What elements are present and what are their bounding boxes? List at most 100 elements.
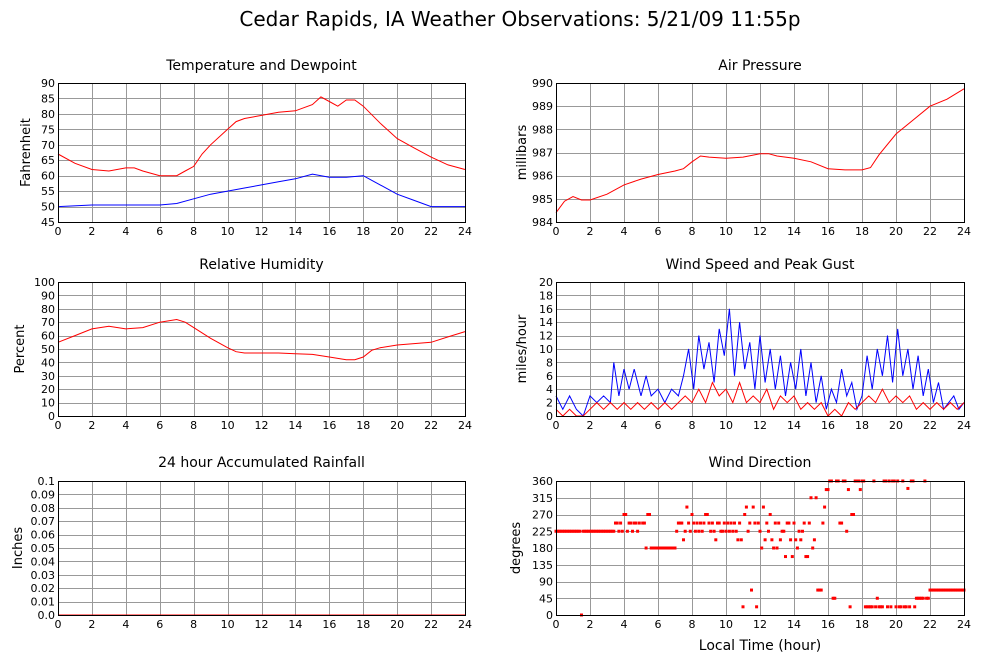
x-tick-label: 8 [689, 618, 696, 631]
data-point [714, 538, 718, 542]
y-tick-label: 14 [539, 316, 553, 329]
data-point [608, 529, 612, 533]
data-point [818, 588, 821, 592]
y-tick-label: 985 [532, 193, 553, 206]
plot-frame [58, 481, 466, 616]
x-tick-label: 4 [122, 419, 129, 432]
data-point [588, 529, 592, 533]
data-point [688, 529, 692, 533]
data-point [734, 529, 738, 533]
data-point [719, 529, 723, 533]
x-tick-label: 12 [753, 419, 767, 432]
data-point [761, 505, 765, 509]
data-point [782, 529, 786, 533]
data-point [795, 546, 799, 550]
y-tick-label: 984 [532, 216, 553, 229]
x-tick-label: 8 [689, 225, 696, 238]
data-point [799, 538, 803, 542]
main-title: Cedar Rapids, IA Weather Observations: 5… [239, 7, 800, 31]
x-tick-label: 2 [587, 225, 594, 238]
y-tick-label: 0.1 [38, 475, 56, 488]
data-point [950, 588, 954, 592]
data-point [649, 546, 653, 550]
data-point [663, 546, 667, 550]
data-point [789, 538, 793, 542]
y-tick-label: 0.05 [31, 542, 56, 555]
data-point [573, 529, 577, 533]
y-tick-label: 0 [48, 410, 55, 423]
data-point [804, 555, 808, 559]
data-point [831, 596, 835, 600]
data-point [869, 605, 872, 609]
x-tick-label: 14 [787, 618, 801, 631]
data-point [821, 521, 825, 525]
data-point [658, 546, 662, 550]
x-tick-label: 16 [821, 225, 835, 238]
x-tick-label: 16 [821, 618, 835, 631]
data-point [727, 529, 731, 533]
x-tick-label: 6 [156, 419, 163, 432]
y-tick-label: 75 [41, 123, 55, 136]
data-point [858, 488, 862, 492]
x-tick-label: 10 [221, 419, 235, 432]
x-tick-label: 10 [719, 618, 733, 631]
y-tick-label: 270 [532, 509, 553, 522]
x-tick-label: 14 [787, 419, 801, 432]
y-tick-label: 0.06 [31, 529, 56, 542]
data-point [726, 521, 730, 525]
data-point [721, 529, 725, 533]
y-tick-label: 180 [532, 542, 553, 555]
data-point [627, 521, 631, 525]
data-point [690, 513, 694, 516]
x-tick-label: 6 [655, 225, 662, 238]
y-tick-label: 315 [532, 492, 553, 505]
data-point [673, 546, 677, 550]
data-point [824, 488, 828, 492]
data-point [921, 596, 925, 600]
data-point [960, 588, 964, 592]
data-point [773, 521, 777, 525]
data-point [823, 505, 827, 509]
data-point [775, 546, 779, 550]
data-point [597, 529, 600, 533]
x-tick-label: 12 [753, 225, 767, 238]
data-point [925, 596, 929, 600]
series-line-temp-1 [57, 173, 465, 208]
data-point [918, 596, 922, 600]
data-point [566, 529, 570, 533]
data-point [785, 521, 789, 525]
data-point [602, 529, 606, 533]
y-tick-label: 45 [539, 592, 553, 605]
data-point [654, 546, 658, 550]
data-point [629, 521, 633, 525]
y-tick-label: 45 [41, 216, 55, 229]
x-tick-label: 4 [621, 419, 628, 432]
x-tick-label: 18 [855, 618, 869, 631]
data-point [772, 546, 776, 550]
x-tick-label: 22 [424, 225, 438, 238]
data-point [670, 546, 674, 550]
data-point [700, 529, 704, 533]
data-point [637, 521, 641, 525]
x-tick-label: 24 [458, 225, 472, 238]
data-point [794, 538, 798, 542]
data-point [739, 538, 743, 542]
data-point [598, 529, 602, 533]
series-line-humidity-0 [57, 318, 466, 361]
x-tick-label: 2 [587, 618, 594, 631]
x-tick-label: 0 [55, 419, 62, 432]
data-point [704, 513, 708, 516]
data-point [760, 546, 764, 550]
data-point [642, 521, 646, 525]
data-point [675, 529, 679, 533]
data-point [748, 521, 752, 525]
x-tick-label: 0 [553, 419, 560, 432]
y-tick-label: 10 [41, 397, 55, 410]
data-point [938, 588, 942, 592]
x-tick-label: 16 [322, 419, 336, 432]
data-point [644, 546, 648, 550]
y-tick-label: 10 [539, 343, 553, 356]
x-tick-label: 8 [190, 618, 197, 631]
